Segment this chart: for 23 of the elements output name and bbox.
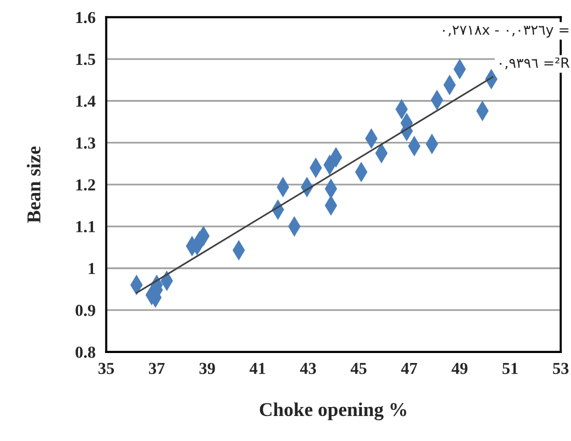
x-tick-label: 45: [350, 362, 366, 374]
y-tick-label: 1.6: [76, 12, 96, 24]
x-tick-label: 43: [300, 362, 316, 374]
y-tick-label: 1.2: [76, 179, 96, 191]
y-tick-label: 1.4: [76, 96, 96, 107]
x-tick-label: 39: [200, 362, 215, 374]
x-tick-label: 51: [502, 362, 518, 374]
y-axis-title: Bean size: [26, 146, 40, 223]
x-tick-label: 47: [401, 362, 418, 374]
x-tick-label: 53: [553, 362, 568, 374]
x-axis-title: Choke opening %: [260, 402, 406, 420]
y-tick-label: 1.1: [76, 221, 95, 232]
y-tick-label: 1.3: [76, 137, 96, 149]
x-tick-label: 35: [98, 362, 114, 374]
y-tick-label: 0.9: [76, 304, 96, 316]
y-tick-label: 1: [88, 263, 95, 274]
y-tick-label: 0.8: [76, 346, 96, 358]
x-tick-label: 49: [452, 362, 468, 374]
annotation: ٠,٢٧١٨x - ٠,٠٣٢٦y =: [443, 26, 568, 38]
y-tick-label: 1.5: [76, 54, 96, 66]
annotation: ٠,٩٣٩٦ =²R: [500, 57, 570, 70]
x-tick-label: 37: [149, 362, 165, 374]
x-tick-label: 41: [250, 362, 266, 374]
